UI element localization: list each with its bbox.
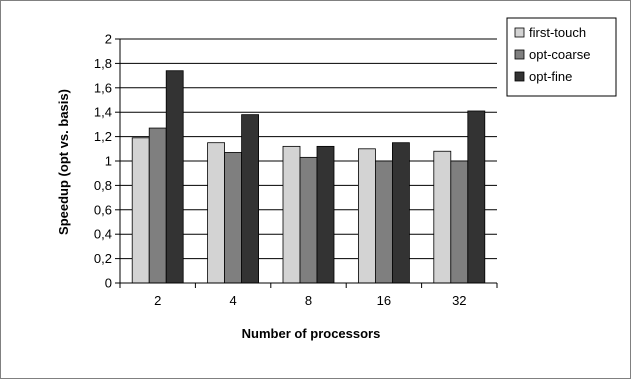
y-tick-label: 0,2 xyxy=(94,251,112,266)
bar-opt-coarse xyxy=(224,152,243,284)
bars xyxy=(131,70,486,284)
y-axis-title: Speedup (opt vs. basis) xyxy=(56,89,71,235)
y-tick-label: 0,4 xyxy=(94,227,112,242)
legend-label-first-touch: first-touch xyxy=(529,25,586,40)
bar-opt-fine xyxy=(316,145,335,284)
x-tick-label: 2 xyxy=(154,293,161,308)
y-tick-label: 1,6 xyxy=(94,80,112,95)
axes xyxy=(119,39,498,288)
y-tick-label: 1,4 xyxy=(94,105,112,120)
x-tick-label: 16 xyxy=(377,293,391,308)
bar-first-touch xyxy=(207,142,226,284)
y-tick-label: 0,6 xyxy=(94,202,112,217)
y-tick-label: 2 xyxy=(105,32,112,47)
bar-opt-coarse xyxy=(148,127,167,284)
legend-label-opt-fine: opt-fine xyxy=(529,69,572,84)
x-tick-labels: 2 4 8 16 32 xyxy=(154,293,466,308)
y-tick-labels: 0 0,2 0,4 0,6 0,8 1 1,2 1,4 1,6 1,8 2 xyxy=(94,32,112,291)
bar-opt-fine xyxy=(467,110,486,284)
bar-opt-coarse xyxy=(374,160,393,284)
legend: first-touch opt-coarse opt-fine xyxy=(506,17,617,97)
x-tick-label: 8 xyxy=(305,293,312,308)
bar-opt-coarse xyxy=(299,156,318,284)
bar-opt-fine xyxy=(241,114,260,284)
y-tick-label: 1,8 xyxy=(94,56,112,71)
y-tick-label: 0 xyxy=(105,276,112,291)
bar-opt-fine xyxy=(391,142,410,284)
legend-swatch-first-touch xyxy=(514,27,525,38)
legend-swatch-opt-fine xyxy=(514,71,525,82)
bar-first-touch xyxy=(357,148,376,284)
x-axis-title: Number of processors xyxy=(242,326,381,341)
legend-label-opt-coarse: opt-coarse xyxy=(529,47,590,62)
bar-first-touch xyxy=(433,150,452,284)
legend-swatch-opt-coarse xyxy=(514,49,525,60)
bar-first-touch xyxy=(282,145,301,284)
x-tick-label: 32 xyxy=(452,293,466,308)
y-tick-label: 1,2 xyxy=(94,129,112,144)
bar-first-touch xyxy=(131,137,150,284)
y-tick-label: 0,8 xyxy=(94,178,112,193)
x-tick-label: 4 xyxy=(229,293,236,308)
bar-opt-coarse xyxy=(450,160,469,284)
y-tick-label: 1 xyxy=(105,154,112,169)
bar-opt-fine xyxy=(165,70,184,284)
legend-box xyxy=(506,17,617,97)
